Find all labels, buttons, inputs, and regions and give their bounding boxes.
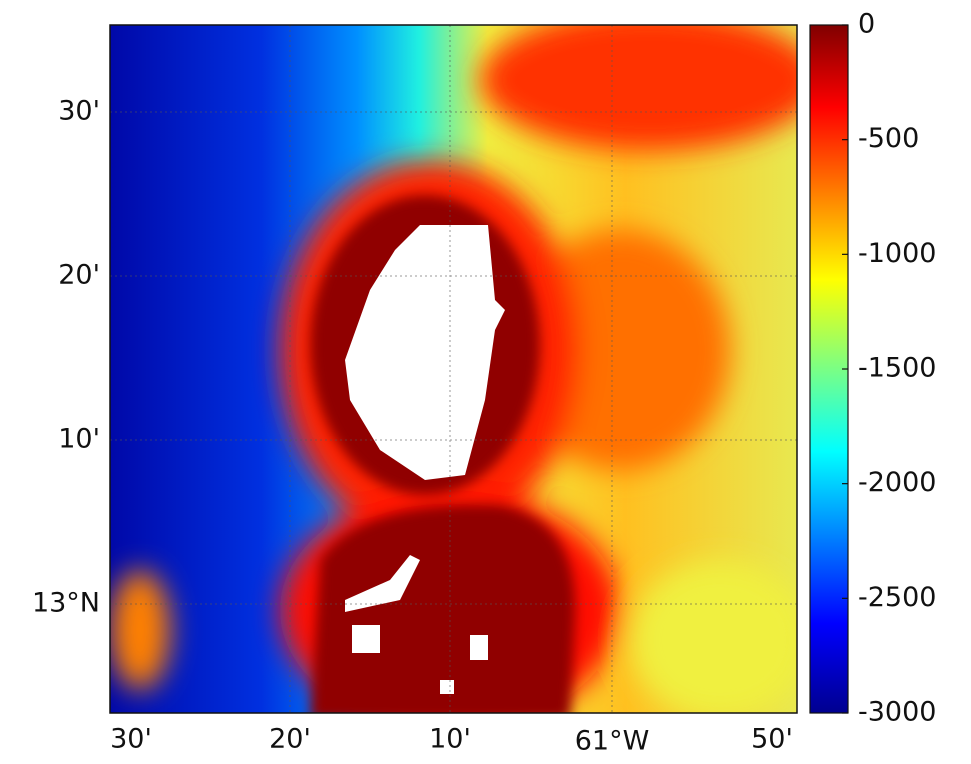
x-tick-label: 61°W: [575, 726, 650, 757]
map-frame: [109, 24, 798, 714]
colorbar-tick-label: -500: [858, 123, 919, 154]
x-tick-label: 20': [269, 724, 311, 755]
x-tick-label: 10': [429, 724, 471, 755]
colorbar-tick-label: 0: [858, 9, 875, 40]
y-tick-label: 10': [58, 424, 100, 455]
x-tick-label: 30': [110, 724, 152, 755]
y-tick-label: 30': [58, 96, 100, 127]
colorbar-tick-label: -2000: [858, 467, 936, 498]
colorbar-tick-label: -1000: [858, 238, 936, 269]
bathymetry-field: [110, 25, 797, 713]
colorbar-tick-label: -3000: [858, 697, 936, 728]
colorbar: [809, 24, 849, 714]
y-tick-label: 13°N: [32, 588, 100, 619]
colorbar-tick-label: -1500: [858, 353, 936, 384]
x-tick-label: 50': [751, 724, 793, 755]
y-tick-label: 20': [58, 260, 100, 291]
colorbar-tick-label: -2500: [858, 582, 936, 613]
